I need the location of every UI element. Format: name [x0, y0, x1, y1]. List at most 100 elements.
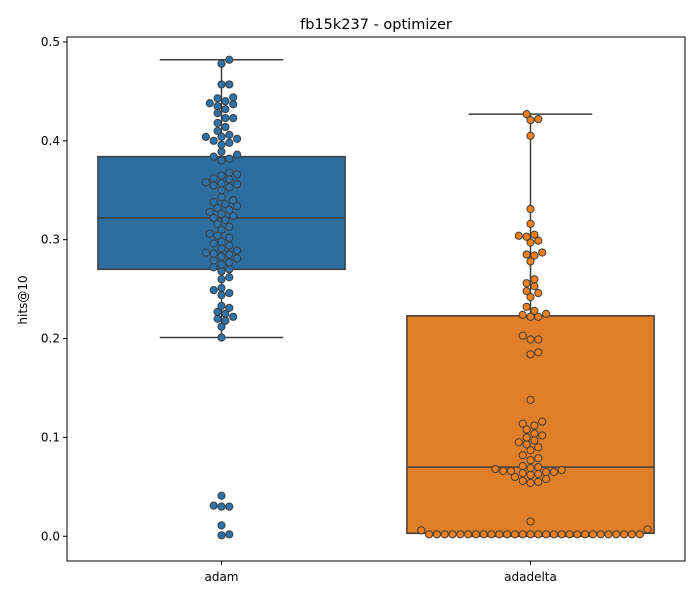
- data-point: [464, 530, 473, 539]
- data-point: [225, 183, 234, 192]
- data-point: [479, 530, 488, 539]
- data-point: [225, 265, 234, 274]
- data-point: [209, 174, 218, 183]
- data-point: [518, 331, 527, 340]
- x-tick-label-adadelta: adadelta: [504, 570, 557, 584]
- data-point: [213, 314, 222, 323]
- data-point: [229, 93, 238, 102]
- data-point: [233, 201, 242, 211]
- data-point: [225, 233, 234, 242]
- data-point: [534, 114, 543, 124]
- data-point: [229, 100, 238, 109]
- data-point: [217, 59, 226, 68]
- data-point: [530, 436, 539, 445]
- swarm-points-adadelta: [417, 110, 652, 539]
- y-tick-label: 0.2: [41, 332, 60, 346]
- data-point: [217, 237, 226, 246]
- data-point: [217, 502, 226, 511]
- data-point: [506, 466, 516, 476]
- data-point: [518, 476, 527, 486]
- data-point: [217, 179, 226, 188]
- data-point: [209, 286, 218, 295]
- data-point: [233, 134, 242, 143]
- data-point: [643, 525, 652, 534]
- data-point: [209, 249, 218, 258]
- data-point: [209, 213, 218, 223]
- data-point: [534, 477, 543, 487]
- data-point: [588, 530, 598, 539]
- data-point: [205, 99, 214, 108]
- data-point: [534, 348, 543, 357]
- data-point: [209, 501, 218, 510]
- data-point: [530, 421, 539, 430]
- data-point: [229, 312, 238, 321]
- data-point: [213, 109, 222, 118]
- data-point: [225, 530, 234, 539]
- data-point: [225, 258, 234, 267]
- y-axis: 0.0 0.1 0.2 0.3 0.4 0.5: [41, 35, 67, 543]
- data-point: [522, 232, 531, 241]
- swarm-points-adam: [201, 55, 242, 540]
- data-point: [225, 303, 234, 312]
- data-point: [491, 464, 500, 474]
- y-tick-label: 0.5: [41, 35, 60, 49]
- data-point: [510, 530, 520, 539]
- data-point: [530, 230, 539, 239]
- data-point: [217, 225, 226, 234]
- data-point: [432, 530, 441, 539]
- data-point: [534, 335, 543, 344]
- data-point: [209, 181, 218, 190]
- data-point: [542, 530, 551, 539]
- plot-area: [97, 55, 655, 540]
- data-point: [526, 470, 535, 480]
- chart-title: fb15k237 - optimizer: [300, 17, 452, 33]
- data-point: [233, 170, 242, 179]
- data-point: [557, 530, 566, 539]
- data-point: [635, 530, 644, 539]
- data-point: [612, 530, 621, 539]
- data-point: [549, 530, 559, 539]
- data-point: [542, 309, 551, 318]
- x-tick-label-adam: adam: [204, 570, 238, 584]
- data-point: [229, 211, 238, 221]
- data-point: [542, 467, 551, 477]
- data-point: [233, 254, 242, 263]
- data-point: [221, 97, 230, 106]
- data-point: [217, 322, 226, 331]
- data-point: [217, 301, 226, 311]
- data-point: [534, 312, 543, 321]
- data-point: [225, 288, 234, 298]
- data-point: [217, 333, 226, 342]
- data-point: [209, 239, 218, 248]
- data-point: [233, 180, 242, 189]
- data-point: [201, 248, 210, 257]
- data-point: [471, 530, 480, 539]
- data-point: [225, 241, 234, 250]
- data-point: [526, 395, 535, 404]
- data-point: [526, 350, 535, 359]
- y-tick-label: 0.4: [41, 134, 60, 148]
- data-point: [518, 530, 527, 539]
- data-point: [217, 521, 226, 530]
- data-point: [225, 80, 234, 89]
- data-point: [526, 292, 535, 302]
- data-point: [221, 215, 230, 225]
- data-point: [425, 530, 434, 539]
- data-point: [213, 203, 222, 213]
- data-point: [217, 147, 226, 156]
- data-point: [448, 530, 457, 539]
- data-point: [217, 186, 226, 195]
- data-point: [417, 526, 426, 535]
- data-point: [217, 156, 226, 165]
- data-point: [213, 102, 222, 111]
- data-point: [225, 250, 234, 259]
- data-point: [221, 105, 230, 114]
- data-point: [233, 150, 242, 159]
- data-point: [534, 443, 543, 452]
- data-point: [526, 463, 535, 473]
- axes-frame: [66, 36, 686, 562]
- data-point: [542, 474, 551, 484]
- data-point: [522, 110, 531, 119]
- data-point: [213, 219, 222, 228]
